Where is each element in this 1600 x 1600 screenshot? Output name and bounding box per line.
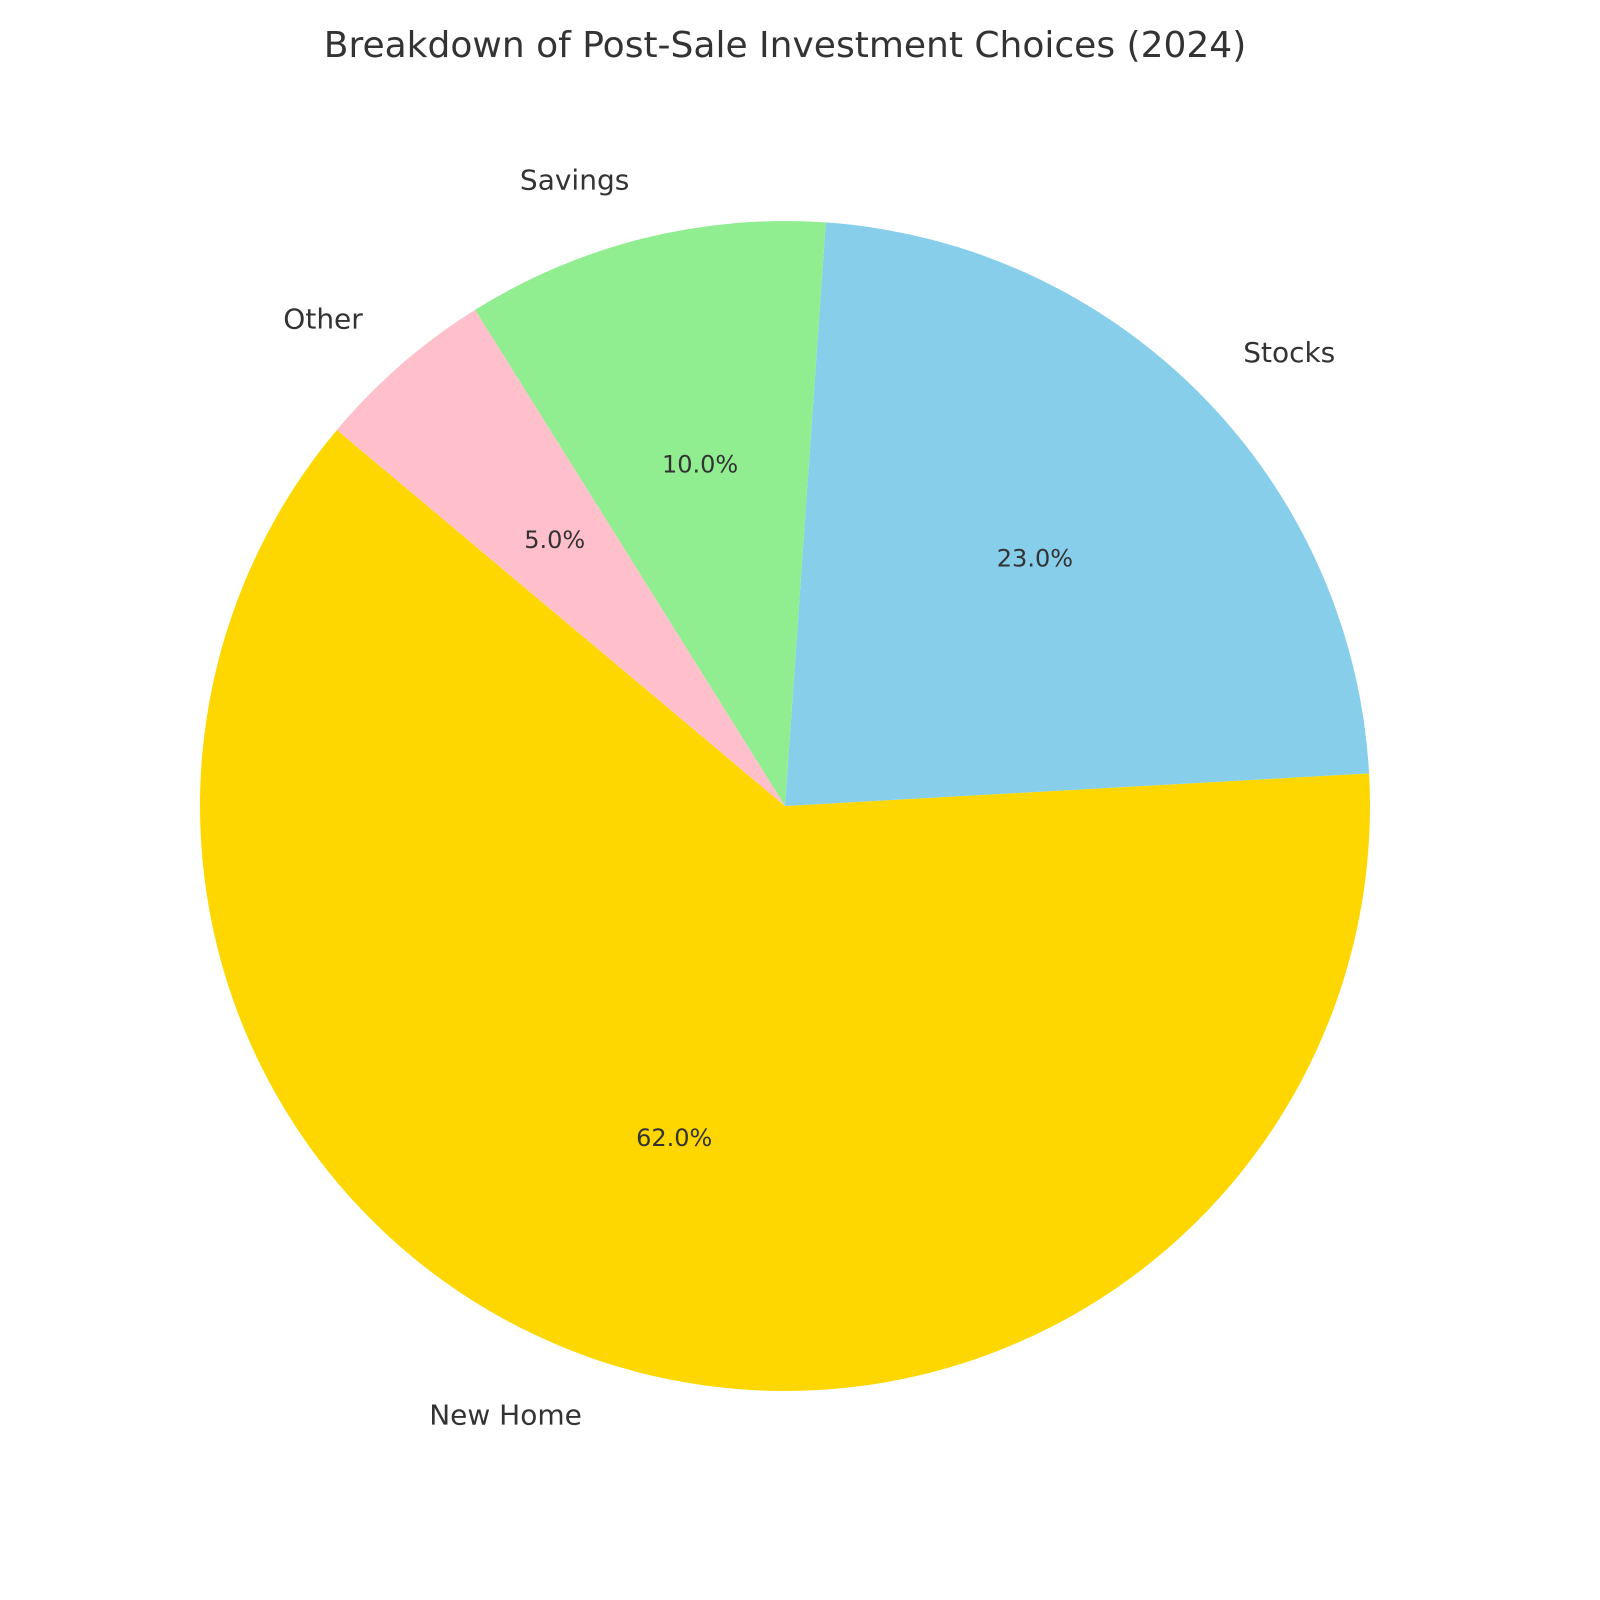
pie-slice (336, 309, 785, 806)
chart-title: Breakdown of Post-Sale Investment Choice… (324, 25, 1246, 66)
slice-label: Other (283, 302, 363, 335)
pie-slice (785, 222, 1370, 806)
slice-label: Savings (520, 164, 629, 197)
slice-label: New Home (429, 1399, 582, 1432)
value-label: 62.0% (636, 1124, 712, 1152)
pie-slice (474, 221, 826, 806)
slice-label: Stocks (1243, 336, 1335, 369)
pie-slice (200, 429, 1371, 1391)
value-label: 10.0% (662, 450, 738, 478)
value-label: 5.0% (524, 526, 585, 554)
value-label: 23.0% (997, 545, 1073, 573)
